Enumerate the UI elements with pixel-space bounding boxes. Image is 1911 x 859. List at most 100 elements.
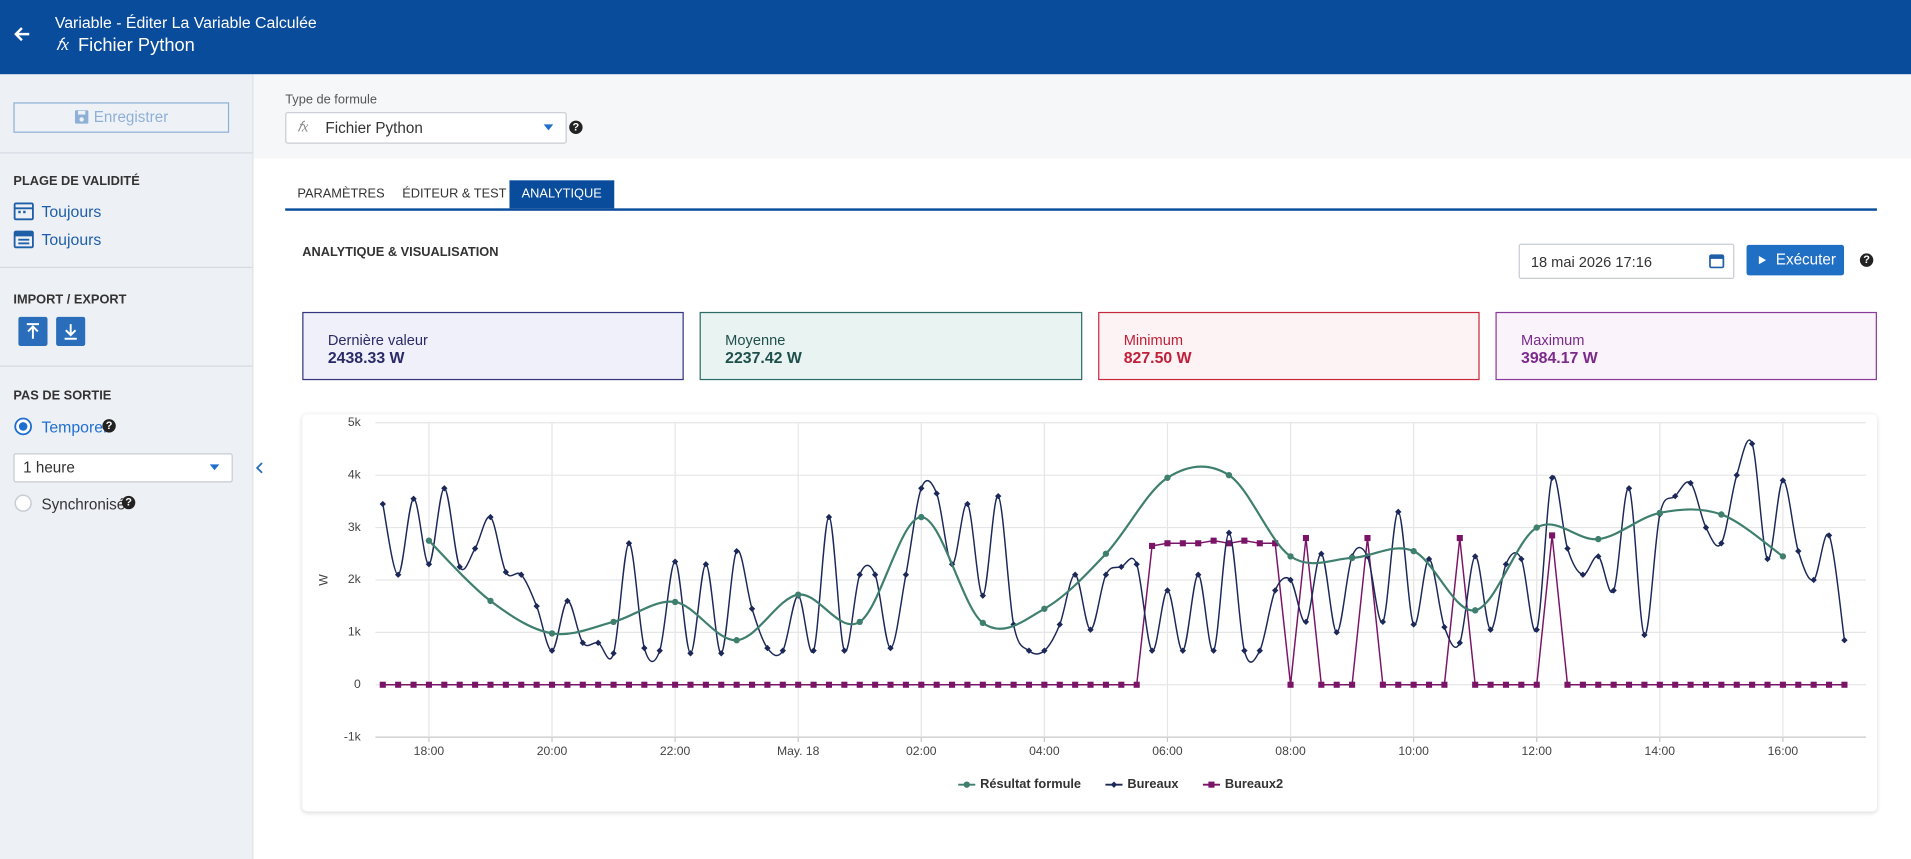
marker: [1133, 681, 1140, 688]
marker: [718, 681, 725, 688]
marker: [918, 485, 925, 492]
marker: [718, 650, 725, 657]
marker: [1472, 607, 1479, 614]
marker: [1564, 681, 1571, 688]
tab-active[interactable]: ANALYTIQUE: [509, 180, 614, 209]
radio-sync[interactable]: [13, 493, 33, 512]
marker: [410, 681, 417, 688]
marker: [887, 681, 894, 688]
marker: [1179, 540, 1186, 547]
marker: [1195, 571, 1202, 578]
stat-label: Maximum: [1521, 331, 1585, 349]
x-tick-label: 22:00: [660, 744, 691, 758]
marker: [1287, 576, 1294, 584]
validity-start[interactable]: Toujours: [41, 202, 102, 221]
subtitle: Variable - Éditer La Variable Calculée: [54, 13, 317, 32]
marker: [1425, 681, 1433, 688]
marker: [1410, 621, 1417, 628]
marker: [1718, 511, 1725, 518]
validity-end[interactable]: Toujours: [41, 230, 102, 249]
marker: [1102, 681, 1109, 688]
marker: [748, 605, 756, 612]
marker: [1749, 681, 1756, 688]
marker: [1025, 647, 1033, 654]
marker: [795, 591, 802, 598]
marker: [1179, 647, 1187, 654]
tab[interactable]: ÉDITEUR & TEST: [402, 186, 507, 202]
formula-label: Type de formule: [285, 92, 377, 108]
formula-select[interactable]: 𝑓x Fichier Python: [285, 112, 567, 144]
marker: [979, 681, 986, 688]
marker: [441, 681, 448, 688]
marker: [425, 561, 433, 568]
marker: [487, 681, 494, 688]
interval-select[interactable]: 1 heure: [13, 453, 233, 483]
x-tick-label: 02:00: [906, 744, 937, 758]
temporal-label: Temporel: [41, 417, 107, 437]
y-tick-label: -1k: [344, 729, 362, 743]
marker: [395, 681, 402, 688]
marker: [1687, 479, 1694, 487]
collapse-toggle[interactable]: [255, 462, 265, 474]
marker: [1795, 681, 1802, 688]
help-icon[interactable]: ?: [102, 419, 116, 433]
marker: [1010, 681, 1017, 688]
tab[interactable]: PARAMÈTRES: [297, 186, 385, 202]
stat-value: 827.50 W: [1123, 348, 1192, 367]
marker: [1410, 681, 1417, 688]
marker: [1379, 618, 1387, 626]
help-icon[interactable]: ?: [569, 120, 583, 135]
series-line: [382, 439, 1846, 663]
x-tick-label: May. 18: [777, 744, 820, 758]
marker: [1502, 681, 1509, 688]
help-icon[interactable]: ?: [121, 495, 136, 510]
marker: [394, 571, 402, 578]
marker: [1456, 534, 1463, 542]
date-input[interactable]: 18 mai 2026 17:16: [1518, 243, 1735, 280]
marker: [641, 644, 648, 652]
stat-label: Minimum: [1123, 331, 1184, 349]
marker: [548, 630, 556, 637]
marker: [502, 681, 509, 688]
marker: [687, 650, 694, 657]
marker: [871, 571, 879, 578]
marker: [1164, 474, 1171, 481]
help-icon[interactable]: ?: [1859, 253, 1874, 267]
marker: [1225, 540, 1233, 547]
marker: [748, 681, 756, 688]
marker: [1841, 637, 1848, 644]
marker: [1456, 639, 1463, 646]
marker: [625, 540, 633, 547]
marker: [1225, 472, 1233, 479]
legend-marker: [1110, 781, 1118, 788]
marker: [1102, 571, 1110, 578]
marker: [518, 571, 525, 578]
x-tick-label: 20:00: [537, 744, 568, 758]
marker: [872, 681, 879, 688]
stat-label: Moyenne: [725, 331, 786, 349]
top-bar: Variable - Éditer La Variable Calculée 𝑓…: [0, 0, 1911, 75]
marker: [1395, 508, 1402, 516]
import-button[interactable]: [18, 316, 48, 347]
back-button[interactable]: [12, 24, 32, 43]
marker: [1656, 681, 1663, 688]
run-button[interactable]: Exécuter: [1746, 244, 1845, 276]
marker: [610, 681, 617, 688]
marker: [1733, 472, 1740, 479]
marker: [1718, 540, 1725, 547]
marker: [810, 647, 817, 654]
export-button[interactable]: [56, 316, 86, 347]
legend-label: Résultat formule: [980, 776, 1081, 791]
marker: [1164, 540, 1171, 547]
marker: [1349, 681, 1356, 688]
marker: [779, 681, 786, 688]
marker: [1271, 587, 1279, 594]
marker: [1441, 681, 1448, 688]
calendar-icon: [13, 202, 34, 221]
save-button[interactable]: Enregistrer: [13, 102, 230, 133]
marker: [564, 681, 571, 688]
marker: [1595, 535, 1602, 543]
radio-temporal[interactable]: [13, 417, 33, 436]
marker: [456, 681, 463, 688]
fx-icon: 𝑓x: [297, 118, 309, 136]
